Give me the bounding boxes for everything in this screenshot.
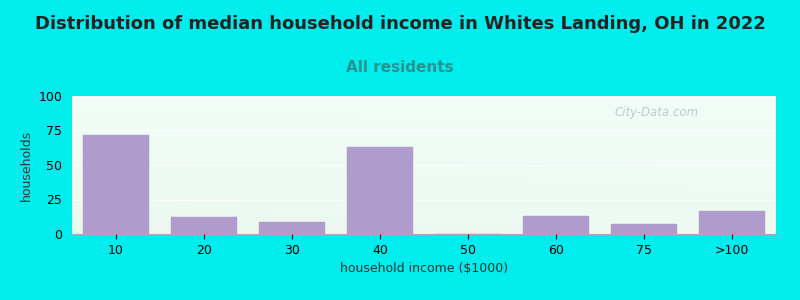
Bar — [347, 147, 413, 234]
Bar — [171, 218, 237, 234]
Text: All residents: All residents — [346, 60, 454, 75]
Text: Distribution of median household income in Whites Landing, OH in 2022: Distribution of median household income … — [34, 15, 766, 33]
Text: City-Data.com: City-Data.com — [614, 106, 698, 119]
Bar — [523, 216, 589, 234]
Y-axis label: households: households — [20, 129, 33, 201]
Bar — [83, 135, 149, 234]
Bar — [611, 224, 677, 234]
Bar — [699, 211, 765, 234]
Bar — [259, 222, 325, 234]
X-axis label: household income ($1000): household income ($1000) — [340, 262, 508, 275]
